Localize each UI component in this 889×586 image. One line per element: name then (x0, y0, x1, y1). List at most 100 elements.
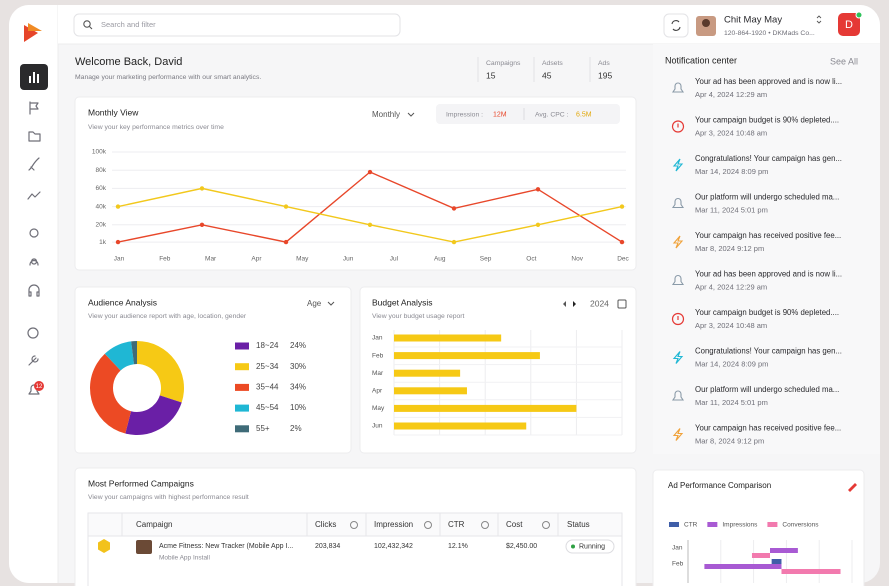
notification-time: Mar 8, 2024 9:12 pm (695, 244, 764, 253)
user-switch[interactable] (816, 15, 822, 24)
nav-icon-flag[interactable] (29, 101, 39, 115)
card-subtitle: View your campaigns with highest perform… (88, 494, 249, 501)
y-tick-label: May (372, 405, 385, 412)
cpc-value: 6.5M (576, 111, 592, 118)
line-point (451, 239, 457, 245)
calendar-icon[interactable] (617, 299, 627, 309)
card-subtitle: View your key performance metrics over t… (88, 124, 224, 131)
icon-bell (671, 390, 685, 401)
info-icon[interactable] (350, 521, 358, 529)
donut-slice (137, 341, 184, 403)
card-title: Audience Analysis (88, 297, 157, 307)
legend-swatch (235, 342, 249, 350)
next-year[interactable] (573, 301, 576, 307)
x-tick-label: Jun (343, 256, 354, 263)
dropdown-caret (327, 301, 335, 306)
legend-value: 30% (290, 362, 306, 371)
x-tick-label: Apr (251, 256, 262, 263)
nav-icon-settings[interactable] (29, 228, 39, 238)
stat-label: Adsets (542, 60, 563, 67)
status-pill (565, 539, 615, 554)
notification-text: Your ad has been approved and is now li.… (695, 270, 842, 279)
y-tick-label: Feb (672, 561, 684, 568)
logo (24, 23, 42, 42)
cell: 102,432,342 (374, 543, 413, 550)
campaign-name: Acme Fitness: New Tracker (Mobile App I.… (159, 543, 293, 550)
campaign-thumb (136, 540, 152, 554)
icon-bell (671, 275, 685, 286)
legend-swatch (767, 522, 778, 527)
column-header: Status (567, 520, 590, 529)
range-bar (704, 564, 782, 569)
line-point (115, 239, 121, 245)
column-header: Cost (506, 520, 523, 529)
y-tick-label: 40k (96, 203, 107, 210)
status: Running (579, 543, 605, 550)
bar (394, 422, 527, 430)
legend-swatch (669, 522, 679, 527)
x-tick-label: Oct (526, 256, 536, 263)
y-tick-label: Feb (372, 352, 384, 359)
nav-icon-help[interactable] (27, 327, 39, 339)
avatar[interactable] (838, 13, 860, 36)
bar (394, 387, 467, 395)
refresh-icon (671, 20, 681, 31)
notification-time: Mar 14, 2024 8:09 pm (695, 359, 768, 368)
x-tick-label: Jan (114, 256, 125, 263)
notification-time: Mar 14, 2024 8:09 pm (695, 167, 768, 176)
line-point (451, 206, 457, 211)
nav-icon-support[interactable] (28, 284, 40, 297)
rank-badge (98, 539, 110, 553)
notification-text: Congratulations! Your campaign has gen..… (695, 347, 842, 356)
card-title: Monthly View (88, 107, 139, 117)
range-bar (751, 553, 770, 558)
nav-icon-brush[interactable] (28, 157, 40, 171)
refresh-button[interactable] (663, 13, 689, 38)
legend-swatch (235, 363, 249, 371)
icon-alert (671, 120, 685, 133)
nav-icon-users[interactable] (29, 258, 39, 266)
x-tick-label: May (296, 256, 309, 263)
line-point (199, 222, 205, 227)
edit-icon[interactable] (848, 483, 857, 492)
line-point (619, 204, 625, 209)
info-icon[interactable] (542, 521, 550, 529)
search-placeholder: Search and filter (101, 20, 156, 29)
metrics-pill (436, 104, 620, 124)
prev-year[interactable] (563, 301, 566, 307)
nav-icon-folder[interactable] (28, 131, 41, 142)
audience-filter[interactable]: Age (307, 299, 322, 308)
year: 2024 (590, 298, 609, 308)
bar (394, 404, 577, 412)
y-tick-label: Apr (372, 388, 383, 395)
period-dropdown[interactable]: Monthly (372, 110, 400, 119)
see-all[interactable]: See All (830, 56, 858, 66)
info-icon[interactable] (424, 521, 432, 529)
notification-panel (653, 44, 880, 454)
line-point (199, 186, 205, 191)
nav-icon-tools[interactable] (28, 355, 39, 366)
card-subtitle: View your budget usage report (372, 313, 465, 320)
icon-bell (671, 198, 685, 209)
notification-time: Mar 11, 2024 5:01 pm (695, 205, 768, 214)
online-dot (855, 11, 863, 19)
legend-value: 2% (290, 424, 302, 433)
search-icon (83, 20, 93, 30)
donut-slice (89, 353, 132, 434)
notification-time: Apr 3, 2024 10:48 am (695, 128, 767, 137)
stat-label: Campaigns (486, 60, 521, 67)
donut-slice (104, 341, 134, 371)
impression-label: Impression : (446, 111, 483, 118)
search-box[interactable] (73, 13, 401, 37)
card-subtitle: View your audience report with age, loca… (88, 313, 247, 320)
bar (394, 369, 461, 377)
legend-label: CTR (684, 522, 698, 529)
panel-title: Notification center (665, 55, 737, 65)
legend-label: 45~54 (256, 403, 279, 412)
y-tick-label: 20k (96, 222, 107, 229)
info-icon[interactable] (481, 521, 489, 529)
nav-icon-trend[interactable] (27, 191, 41, 200)
legend-value: 10% (290, 403, 306, 412)
welcome-title: Welcome Back, David (75, 56, 182, 68)
